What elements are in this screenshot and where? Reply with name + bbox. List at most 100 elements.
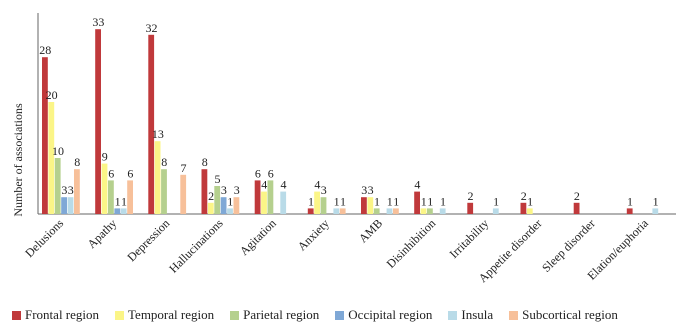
bar [339, 208, 346, 214]
bar [414, 191, 420, 214]
data-label: 3 [361, 183, 367, 197]
bar [108, 180, 114, 214]
data-label: 13 [152, 127, 164, 141]
bar [42, 57, 48, 215]
x-tick-label: Hallucinations [166, 216, 226, 276]
data-label: 1 [627, 194, 633, 208]
x-tick-label: Apathy [84, 216, 119, 251]
data-label: 7 [181, 161, 187, 175]
data-label: 8 [74, 155, 80, 169]
data-label: 1 [334, 194, 340, 208]
bar [127, 180, 133, 214]
bar [214, 186, 221, 214]
data-label: 20 [46, 88, 58, 102]
legend-swatch [12, 310, 21, 320]
legend-swatch [509, 310, 519, 320]
data-label: 8 [161, 155, 167, 169]
bar [420, 208, 427, 214]
legend-label: Occipital region [348, 307, 433, 322]
data-label: 8 [202, 155, 208, 169]
bar [439, 208, 446, 214]
data-label: 4 [281, 178, 287, 192]
bar [526, 208, 533, 214]
legend-label: Temporal region [128, 307, 215, 322]
bar [386, 208, 393, 214]
bars [42, 29, 659, 215]
bar [254, 180, 261, 214]
bar [227, 208, 233, 214]
data-label: 2 [208, 189, 214, 203]
data-label: 1 [115, 194, 121, 208]
data-label: 1 [427, 194, 433, 208]
bar [573, 202, 580, 214]
data-label: 1 [121, 194, 127, 208]
data-label: 10 [52, 144, 64, 158]
bar [67, 197, 74, 214]
bar [54, 158, 61, 214]
legend-swatch [115, 310, 125, 320]
data-label: 2 [521, 189, 527, 203]
data-label: 3 [234, 183, 240, 197]
data-label: 1 [527, 194, 533, 208]
legend-label: Subcortical region [522, 307, 618, 322]
data-label: 1 [421, 194, 427, 208]
data-label: 6 [255, 166, 261, 180]
x-tick-label: AMB [356, 216, 385, 245]
bar [95, 29, 101, 215]
data-label: 6 [127, 166, 133, 180]
legend-label: Frontal region [25, 307, 100, 322]
legend-item: Insula [448, 307, 493, 323]
x-tick-label: Sleep disorder [539, 216, 598, 275]
x-tick-label: Disinhibition [384, 216, 439, 271]
data-label: 5 [215, 172, 221, 186]
x-tick-label: Anxiety [295, 216, 332, 253]
bar [280, 191, 287, 214]
bar [427, 208, 433, 214]
bar [148, 34, 155, 214]
bar [154, 141, 161, 214]
data-label: 4 [261, 178, 267, 192]
x-tick-label: Delusions [22, 216, 66, 260]
data-label: 1 [374, 194, 380, 208]
data-label: 4 [314, 178, 320, 192]
data-label: 2 [468, 189, 474, 203]
data-label: 3 [221, 183, 227, 197]
bar [74, 169, 80, 214]
legend-swatch [230, 310, 240, 320]
bar [314, 191, 320, 214]
bar [180, 174, 187, 214]
bar [520, 202, 527, 214]
bar [367, 197, 374, 214]
data-label: 33 [92, 15, 104, 29]
bar [626, 208, 633, 214]
data-label: 1 [308, 194, 314, 208]
axes [37, 13, 676, 215]
bar [101, 163, 108, 214]
bar [233, 197, 240, 214]
bar [361, 197, 367, 214]
legend-swatch [448, 310, 458, 320]
data-label: 32 [146, 21, 158, 35]
legend-item: Temporal region [115, 307, 214, 323]
bar [161, 169, 167, 214]
legend-label: Parietal region [243, 307, 320, 322]
bar [652, 208, 659, 214]
legend-item: Occipital region [335, 307, 432, 323]
bar [120, 208, 127, 214]
data-label: 1 [393, 194, 399, 208]
legend-swatch [335, 310, 345, 320]
legend: Frontal region Temporal region Parietal re… [12, 307, 634, 323]
bar [333, 208, 340, 214]
legend-item: Frontal region [12, 307, 99, 323]
bar [307, 208, 314, 214]
legend-item: Parietal region [230, 307, 319, 323]
bar [114, 208, 121, 214]
data-label: 1 [227, 194, 233, 208]
bar [220, 197, 227, 214]
data-label: 1 [440, 194, 446, 208]
bar [320, 197, 327, 214]
legend-item: Subcortical region [509, 307, 618, 323]
data-label: 3 [61, 183, 67, 197]
data-label: 3 [321, 183, 327, 197]
